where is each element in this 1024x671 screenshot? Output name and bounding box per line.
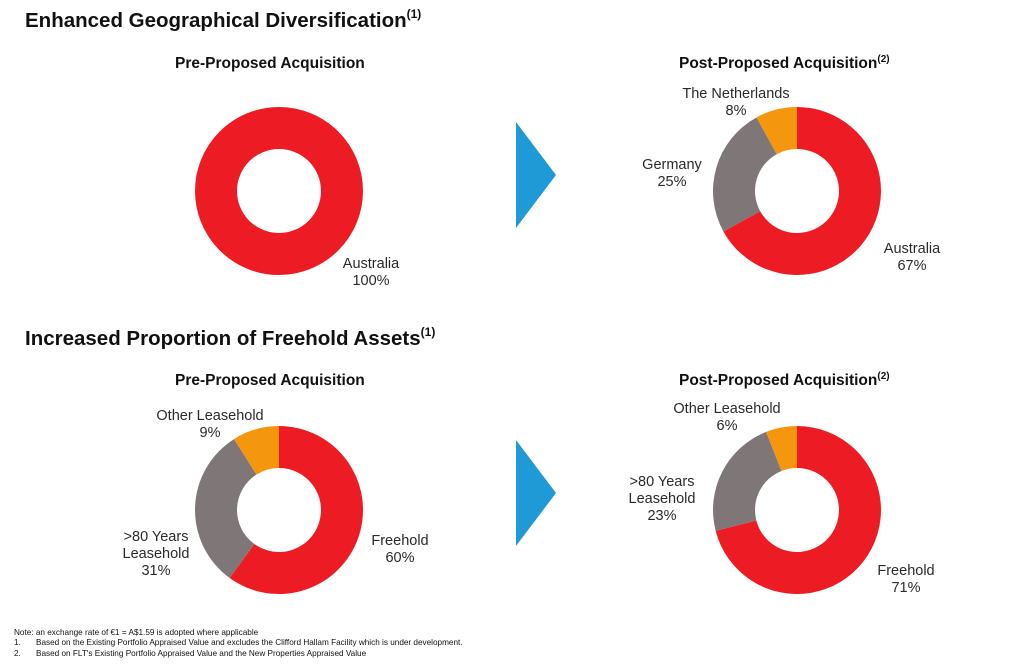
footnote-number: 1. [14,638,21,648]
slice-label-name: >80 Years [629,474,695,490]
section-title-geographical: Enhanced Geographical Diversification(1) [25,7,422,33]
footnote-2: 2. Based on FLT's Existing Portfolio Appr… [14,649,463,659]
arrow-shape [516,122,556,228]
slice-label-value: 25% [657,174,687,190]
chart-title-text: Post-Proposed Acquisition [679,372,878,389]
donut-slice-germany [713,117,777,232]
slice-label-freehold-pre-80yr: >80 Years Leasehold 31% [112,529,200,580]
donut-slice-other-leasehold [766,426,797,471]
donut-slice-80-years-leasehold [195,439,257,578]
slice-label-value: 60% [385,550,415,566]
footnote-text: Based on FLT's Existing Portfolio Apprai… [36,648,367,658]
slice-label-value: 23% [647,508,677,524]
chart-title-footnote-ref: (2) [877,54,890,65]
arrow-right-icon [516,122,556,228]
slice-label-value: 31% [141,563,171,579]
slice-label-value: 100% [352,273,390,289]
slice-label-name: The Netherlands [682,86,790,102]
slice-label-geo-post-germany: Germany 25% [632,157,712,191]
slice-label-value: 67% [897,258,927,274]
footnote-text: Based on the Existing Portfolio Appraise… [36,638,463,648]
slice-label-name: Australia [883,241,941,257]
slice-label-name-line2: Leasehold [628,491,696,507]
slice-label-name: Other Leasehold [156,408,264,424]
slice-label-freehold-post-other: Other Leasehold 6% [657,401,797,435]
arrow-right-icon [516,440,556,546]
slice-label-value: 9% [199,425,221,441]
chart-title-text: Pre-Proposed Acquisition [175,372,365,389]
donut-slice-freehold [229,426,364,594]
donut-slice-australia [195,107,363,275]
slice-label-name: >80 Years [123,529,189,545]
section-title-text: Increased Proportion of Freehold Assets [25,327,421,350]
section-title-freehold: Increased Proportion of Freehold Assets(… [25,325,436,351]
chart-title-text: Post-Proposed Acquisition [679,55,878,72]
donut-slice-80-years-leasehold [713,431,782,531]
slice-label-freehold-post-80yr: >80 Years Leasehold 23% [618,474,706,525]
slice-label-name: Germany [642,157,702,173]
slice-label-geo-post-australia: Australia 67% [872,241,952,275]
donut-slice-other-leasehold [233,426,279,475]
slice-label-name-line2: Leasehold [122,546,190,562]
chart-title-freehold-pre: Pre-Proposed Acquisition [175,372,365,390]
slice-label-name: Other Leasehold [673,401,781,417]
footnote-number: 2. [14,648,21,658]
slice-label-value: 71% [891,580,921,596]
chart-title-text: Pre-Proposed Acquisition [175,55,365,72]
section-title-text: Enhanced Geographical Diversification [25,9,407,32]
slice-label-name: Freehold [371,533,429,549]
section-title-footnote-ref: (1) [406,7,422,21]
slice-label-value: 6% [716,418,738,434]
slice-label-value: 8% [725,103,747,119]
donut-slice-freehold [715,426,882,595]
chart-title-freehold-post: Post-Proposed Acquisition(2) [679,371,890,390]
donut-slice-the-netherlands [756,107,797,155]
slice-label-geo-pre-australia: Australia 100% [331,256,411,290]
slice-label-name: Freehold [877,563,935,579]
chart-title-geo-post: Post-Proposed Acquisition(2) [679,54,890,73]
donut-slice-australia [723,107,881,275]
section-title-footnote-ref: (1) [420,325,436,339]
slice-label-freehold-post-freehold: Freehold 71% [866,563,946,597]
slice-label-name: Australia [342,256,400,272]
chart-title-geo-pre: Pre-Proposed Acquisition [175,55,365,73]
chart-title-footnote-ref: (2) [877,371,890,382]
footnotes: Note: an exchange rate of €1 = A$1.59 is… [14,628,463,659]
footnote-1: 1. Based on the Existing Portfolio Apprai… [14,638,463,648]
arrow-shape [516,440,556,546]
slice-label-freehold-pre-freehold: Freehold 60% [360,533,440,567]
slice-label-freehold-pre-other: Other Leasehold 9% [140,408,280,442]
footnote-intro: Note: an exchange rate of €1 = A$1.59 is… [14,628,259,637]
slice-label-geo-post-netherlands: The Netherlands 8% [666,86,806,120]
